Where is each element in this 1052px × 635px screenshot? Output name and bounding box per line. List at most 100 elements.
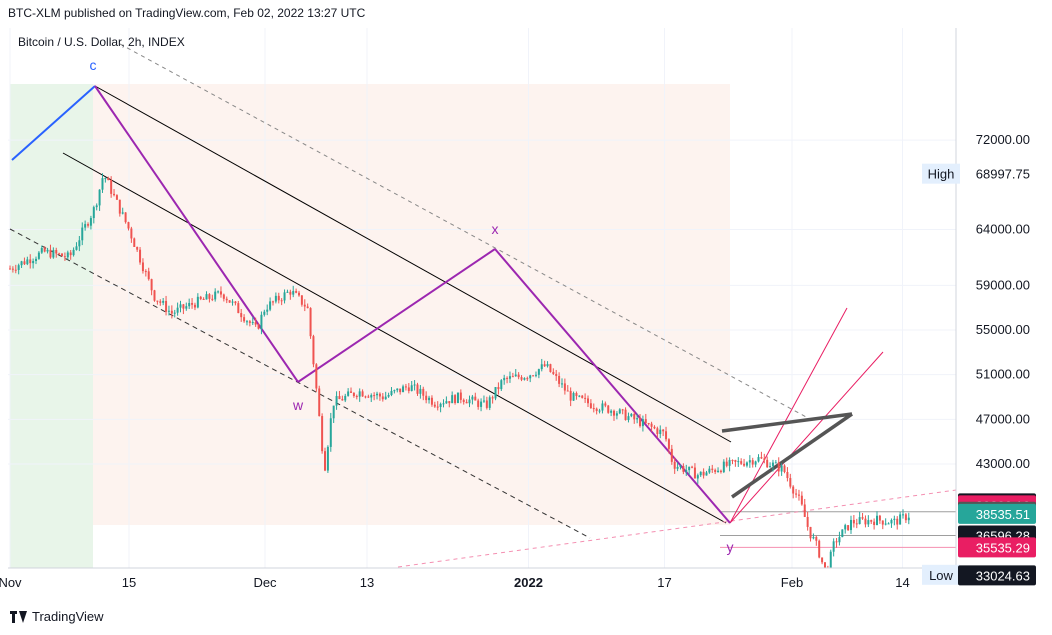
candle-body (364, 396, 367, 398)
candle-body (159, 301, 162, 303)
candle-body (407, 387, 410, 391)
candle-body (344, 395, 347, 401)
candle-body (734, 460, 737, 462)
candle-body (627, 416, 630, 421)
candle-body (214, 291, 217, 300)
candle-body (387, 395, 390, 397)
candle-body (153, 290, 156, 301)
candle-body (399, 388, 402, 393)
candle-body (350, 391, 353, 393)
candle-body (696, 475, 699, 479)
candle-body (222, 294, 225, 299)
candle-body (87, 224, 90, 226)
candle-body (719, 470, 722, 473)
candle-body (884, 523, 887, 525)
candle-body (514, 374, 517, 377)
price-tick-label: 47000.00 (976, 411, 1030, 426)
candle-body (563, 383, 566, 391)
candle-body (43, 248, 46, 252)
candle-body (601, 403, 604, 411)
candle-body (589, 403, 592, 409)
channel-upper-dashed (119, 43, 809, 419)
candle-body (49, 249, 52, 258)
candle-body (777, 462, 780, 472)
candle-body (260, 314, 263, 329)
footer-brand[interactable]: TradingView (10, 609, 104, 624)
candle-body (841, 529, 844, 538)
candle-body (263, 311, 266, 315)
candle-body (534, 374, 537, 376)
candlesticks (9, 173, 910, 568)
triangle-upper-edge (721, 412, 853, 433)
candle-body (878, 515, 881, 521)
candle-body (821, 557, 824, 563)
candle-body (543, 364, 546, 367)
wave-line-segment (494, 248, 731, 524)
plot-region (8, 28, 956, 568)
candle-body (243, 317, 246, 322)
candle-body (185, 306, 188, 309)
candle-body (292, 291, 295, 295)
candle-body (361, 391, 364, 397)
candle-body (124, 212, 127, 223)
candle-body (679, 466, 682, 468)
candle-body (358, 391, 361, 397)
channel-lower-dashed (9, 228, 591, 539)
candle-body (633, 413, 636, 420)
candle-body (572, 393, 575, 401)
candle-body (702, 471, 705, 476)
price-label-tag (958, 503, 1036, 524)
candle-body (20, 261, 23, 266)
price-axis: 72000.00 64000.00 59000.00 55000.00 51000.00… (976, 132, 1030, 471)
candle-body (532, 375, 535, 377)
candle-body (497, 387, 500, 390)
candle-body (110, 180, 113, 194)
candle-body (566, 390, 569, 392)
high-value: 68997.75 (976, 167, 1030, 182)
candle-body (182, 304, 185, 309)
candle-body (89, 218, 92, 226)
candle-body (283, 292, 286, 301)
candle-body (324, 451, 327, 471)
candle-body (234, 301, 237, 304)
candle-body (517, 374, 520, 378)
candle-body (803, 504, 806, 517)
candle-body (598, 410, 601, 412)
candle-body (127, 222, 130, 229)
candle-body (451, 395, 454, 404)
candle-body (711, 468, 714, 470)
candle-body (81, 227, 84, 241)
candle-body (829, 551, 832, 568)
drawing-tools (9, 43, 956, 568)
price-label-tag (958, 537, 1036, 558)
candle-body (771, 462, 774, 467)
candle-body (130, 228, 133, 239)
brand-name: TradingView (32, 609, 104, 624)
candle-body (422, 388, 425, 396)
green-zone (10, 84, 93, 568)
channel-upper-line (94, 85, 732, 443)
candle-body (378, 393, 381, 397)
candle-body (393, 390, 396, 392)
candle-body (332, 405, 335, 419)
candle-body (792, 486, 795, 494)
candle-body (326, 446, 329, 471)
candle-body (673, 461, 676, 469)
candle-body (743, 463, 746, 466)
candle-body (92, 207, 95, 219)
candle-body (607, 405, 610, 413)
wave-c-line (11, 85, 96, 161)
candle-body (416, 384, 419, 394)
candle-body (425, 395, 428, 401)
candle-body (896, 518, 899, 525)
price-tick-label: 43000.00 (976, 456, 1030, 471)
candle-body (549, 364, 552, 372)
candle-body (491, 397, 494, 399)
candle-body (376, 393, 379, 396)
candle-body (144, 271, 147, 273)
candle-body (205, 294, 208, 300)
candle-body (748, 460, 751, 463)
candle-body (162, 300, 165, 303)
candle-body (352, 392, 355, 396)
